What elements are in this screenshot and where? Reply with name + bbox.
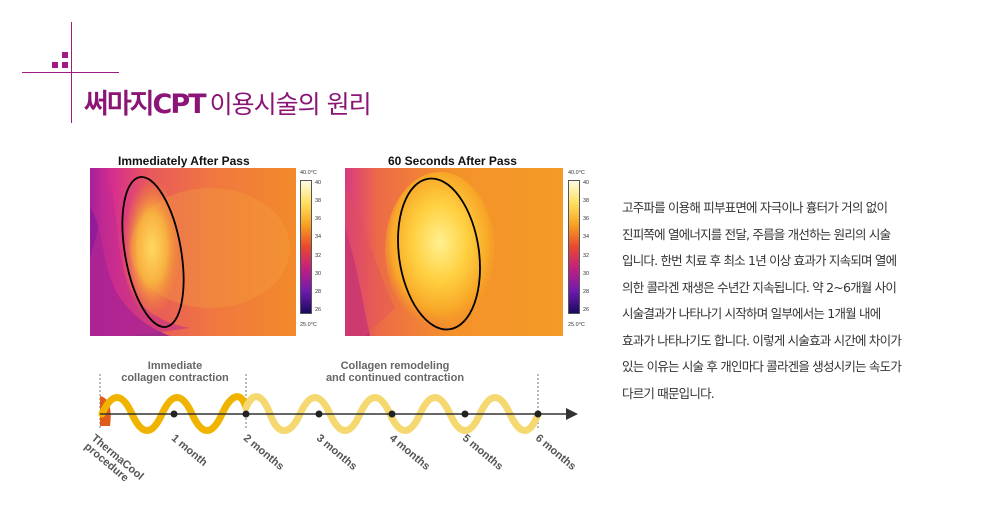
header-horizontal-line (22, 72, 119, 73)
right-tick: 40 (583, 180, 590, 186)
timeline-arrowhead (566, 408, 578, 420)
procedure-label: ThermaCool procedure (82, 432, 146, 491)
left-panel-title: Immediately After Pass (118, 154, 250, 168)
left-tick: 28 (315, 289, 322, 295)
left-scale-bottom-label: 25.0°C (300, 322, 317, 328)
left-tick: 38 (315, 198, 322, 204)
month-dot (170, 410, 178, 418)
month-dot (315, 410, 323, 418)
right-tick: 30 (583, 271, 590, 277)
header-square-1 (62, 52, 68, 58)
left-tick: 40 (315, 180, 322, 186)
phase1-line1: Immediate (147, 360, 203, 372)
left-scale-top-label: 40.0°C (300, 170, 317, 176)
right-tick: 36 (583, 216, 590, 222)
collagen-timeline (98, 374, 578, 434)
page-title: 써마지CPT 이용시술의 원리 (84, 82, 372, 120)
description-line: 고주파를 이용해 피부표면에 자극이나 흉터가 거의 없이 (622, 200, 888, 215)
left-tick: 32 (315, 253, 322, 259)
month-dot (388, 410, 396, 418)
thermal-image-immediate (90, 168, 296, 336)
phase2-line2: and continued contraction (325, 372, 465, 384)
description-line: 의한 콜라겐 재생은 수년간 지속됩니다. 약 2~6개월 사이 (622, 279, 897, 295)
left-tick: 26 (315, 307, 322, 313)
right-tick: 32 (583, 253, 590, 259)
right-tick: 38 (583, 198, 590, 204)
thermal-image-60-seconds (345, 168, 563, 336)
phase1-label: Immediate collagen contraction (100, 360, 250, 384)
month-dot (461, 410, 469, 418)
right-scale-bar (568, 180, 580, 314)
right-panel-title: 60 Seconds After Pass (388, 154, 517, 168)
right-temperature-scale: 40.0°C 40 38 36 34 32 30 28 26 25.0°C (566, 170, 596, 330)
header-square-4 (62, 62, 68, 68)
description-line: 진피쪽에 열에너지를 전달, 주름을 개선하는 원리의 시술 (622, 226, 891, 242)
description-line: 시술결과가 나타나기 시작하며 일부에서는 1개월 내에 (622, 306, 881, 321)
left-temperature-scale: 40.0°C 40 38 36 34 32 30 28 26 25.0°C (298, 170, 328, 330)
right-tick: 26 (583, 307, 590, 313)
right-tick: 28 (583, 289, 590, 295)
month-dot (242, 410, 250, 418)
right-tick: 34 (583, 234, 590, 240)
wave-strong (98, 393, 250, 434)
right-scale-bottom-label: 25.0°C (568, 322, 585, 328)
phase1-line2: collagen contraction (121, 372, 229, 384)
left-tick: 34 (315, 234, 322, 240)
left-scale-bar (300, 180, 312, 314)
page-title-bold: 써마지CPT (84, 89, 207, 120)
header-square-3 (52, 62, 58, 68)
phase2-line1: Collagen remodeling (340, 360, 450, 372)
page-title-light: 이용시술의 원리 (209, 90, 372, 119)
description-paragraph: 고주파를 이용해 피부표면에 자극이나 흉터가 거의 없이 진피쪽에 열에너지를… (622, 195, 982, 407)
right-scale-top-label: 40.0°C (568, 170, 585, 176)
description-line: 있는 이유는 시술 후 개인마다 콜라겐을 생성시키는 속도가 (622, 359, 902, 374)
left-tick: 36 (315, 216, 322, 222)
phase2-label: Collagen remodeling and continued contra… (300, 360, 490, 384)
description-line: 다르기 때문입니다. (622, 385, 715, 401)
month-dot (534, 410, 542, 418)
description-line: 입니다. 한번 치료 후 최소 1년 이상 효과가 지속되며 열에 (622, 253, 897, 268)
description-line: 효과가 나타나기도 합니다. 이렇게 시술효과 시간에 차이가 (622, 332, 902, 348)
left-tick: 30 (315, 271, 322, 277)
